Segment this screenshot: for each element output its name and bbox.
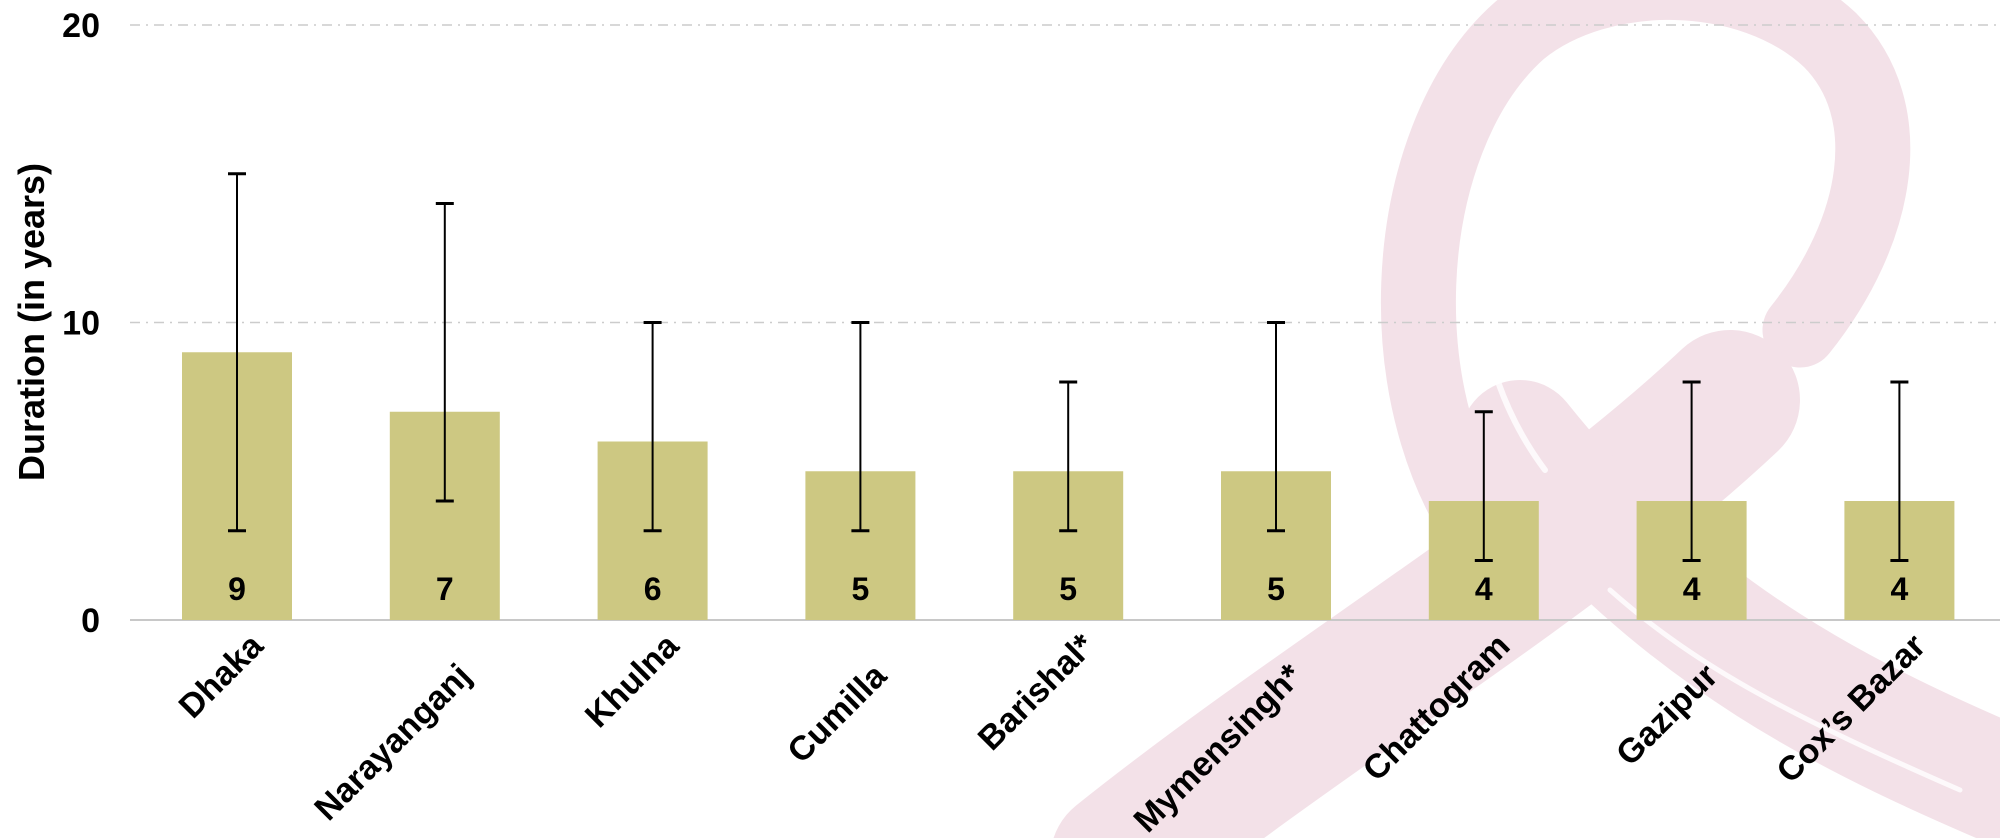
x-tick-label: Barishal* (971, 626, 1103, 758)
error-bars (228, 172, 1909, 562)
x-tick-label: Cumilla (780, 656, 894, 770)
y-axis-ticks: 0 10 20 (62, 7, 100, 640)
data-label: 5 (852, 571, 870, 607)
data-label: 7 (436, 571, 454, 607)
ribbon-right-tail (1460, 380, 2000, 838)
data-label: 4 (1683, 571, 1701, 607)
y-tick-label: 0 (81, 602, 100, 640)
data-label: 5 (1267, 571, 1285, 607)
x-tick-label: Khulna (578, 626, 687, 735)
ribbon-watermark (1053, 0, 2000, 838)
data-label: 6 (644, 571, 662, 607)
ribbon-loop (1380, 0, 1911, 598)
x-tick-label: Narayanganj (307, 657, 478, 828)
data-labels: 9 7 6 5 5 5 4 4 4 (228, 571, 1908, 607)
y-axis-title: Duration (in years) (11, 163, 52, 481)
bars (182, 352, 1955, 620)
y-tick-label: 10 (62, 305, 100, 343)
x-tick-label: Gazipur (1609, 657, 1725, 773)
ribbon-left-tail (1053, 330, 1800, 838)
x-tick-label: Dhaka (172, 626, 272, 726)
y-tick-label: 20 (62, 7, 100, 45)
data-label: 4 (1891, 571, 1909, 607)
ribbon-highlight (1474, 47, 1573, 473)
data-label: 9 (228, 571, 246, 607)
data-label: 4 (1475, 571, 1493, 607)
data-label: 5 (1059, 571, 1077, 607)
